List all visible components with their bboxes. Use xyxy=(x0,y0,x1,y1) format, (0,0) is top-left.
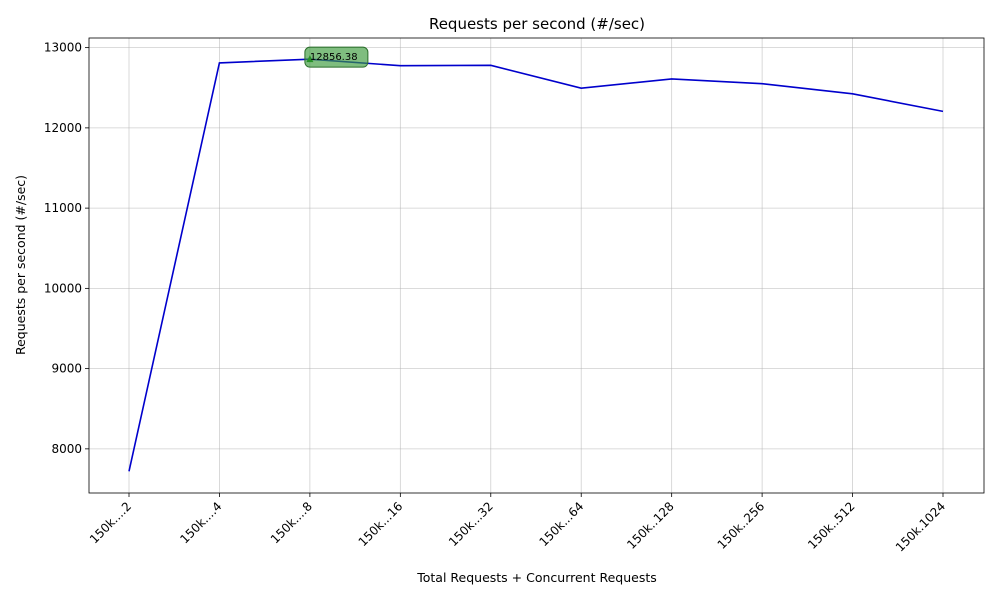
x-tick-label: 150k...64 xyxy=(536,499,586,549)
y-tick-label: 13000 xyxy=(44,41,82,55)
x-tick-label: 150k.1024 xyxy=(893,499,948,554)
y-tick-label: 10000 xyxy=(44,281,82,295)
y-tick-label: 9000 xyxy=(51,362,82,376)
chart-title: Requests per second (#/sec) xyxy=(429,15,645,33)
series-line xyxy=(128,58,944,472)
y-axis-label: Requests per second (#/sec) xyxy=(13,175,28,355)
x-tick-label: 150k....8 xyxy=(268,499,315,546)
annotation-layer: 12856.38 xyxy=(304,46,369,68)
y-tick-label: 11000 xyxy=(44,201,82,215)
x-tick-label: 150k....2 xyxy=(87,499,134,546)
x-tick-label: 150k..256 xyxy=(715,499,768,552)
x-axis: 150k....2 150k....4 150k....8 150k...16 150k… xyxy=(87,493,948,555)
series-layer xyxy=(128,58,944,472)
grid-layer xyxy=(89,38,984,493)
x-tick-label: 150k..512 xyxy=(805,499,858,552)
x-tick-label: 150k...32 xyxy=(446,499,496,549)
x-axis-label: Total Requests + Concurrent Requests xyxy=(416,570,657,585)
annotation-box xyxy=(304,46,369,68)
x-tick-label: 150k..128 xyxy=(624,499,677,552)
annotation-label: 12856.38 xyxy=(310,52,358,63)
y-axis: 8000 9000 10000 11000 12000 13000 xyxy=(44,41,89,456)
x-tick-label: 150k....4 xyxy=(177,499,224,546)
y-tick-label: 8000 xyxy=(51,442,82,456)
x-tick-label: 150k...16 xyxy=(356,499,406,549)
plot-area-frame xyxy=(88,37,985,494)
y-tick-label: 12000 xyxy=(44,121,82,135)
